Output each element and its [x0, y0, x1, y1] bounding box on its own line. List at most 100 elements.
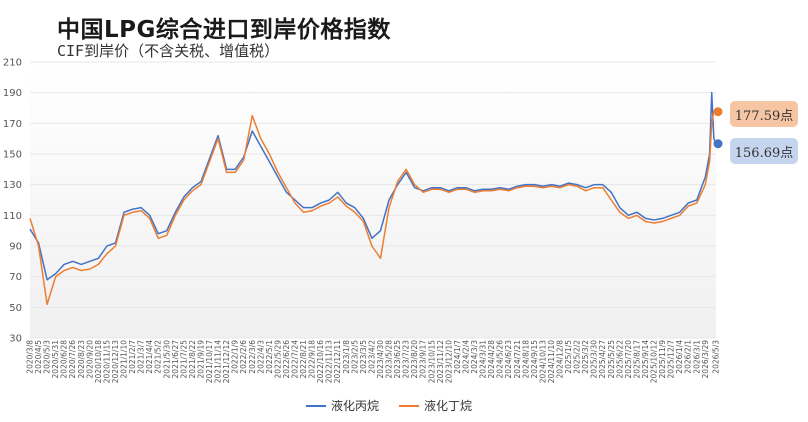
plot-area	[30, 62, 716, 338]
x-tick-label: 2022/12/11	[333, 340, 342, 383]
x-tick-label: 2024/10/13	[538, 340, 547, 383]
x-tick-label: 2025/9/14	[641, 340, 650, 379]
y-tick-label: 70	[9, 272, 22, 283]
x-tick-label: 2024/3/3	[470, 340, 479, 374]
chart-subtitle: CIF到岸价（不含关税、增值税）	[57, 42, 280, 60]
x-tick-label: 2023/5/28	[385, 340, 394, 379]
butane-value-callout: 177.59点	[730, 101, 798, 127]
x-tick-label: 2025/2/2	[573, 340, 582, 374]
x-tick-label: 2024/1/7	[453, 340, 462, 374]
x-tick-label: 2024/3/31	[479, 340, 488, 379]
x-tick-label: 2025/1/5	[564, 340, 573, 374]
x-tick-label: 2021/9/19	[196, 340, 205, 379]
x-tick-label: 2020/11/15	[102, 340, 111, 383]
x-tick-label: 2024/11/10	[547, 340, 556, 383]
x-tick-label: 2021/12/12	[222, 340, 231, 383]
x-tick-label: 2024/9/15	[530, 340, 539, 379]
chart-title: 中国LPG综合进口到岸价格指数	[57, 17, 391, 43]
x-tick-label: 2023/7/23	[402, 340, 411, 379]
x-tick-label: 2025/10/12	[650, 340, 659, 383]
x-tick-label: 2022/4/3	[256, 340, 265, 374]
x-tick-label: 2021/2/7	[128, 340, 137, 374]
x-tick-label: 2021/6/27	[171, 340, 180, 379]
x-tick-label: 2020/8/23	[77, 340, 86, 379]
x-tick-label: 2020/4/5	[34, 340, 43, 374]
x-tick-label: 2026/1/4	[675, 340, 684, 374]
y-tick-label: 90	[9, 242, 22, 253]
y-tick-label: 170	[3, 119, 22, 130]
last-point-marker-butane	[713, 107, 723, 117]
propane-value-callout: 156.69点	[730, 138, 798, 164]
x-tick-label: 2023/10/15	[427, 340, 436, 383]
x-tick-label: 2022/8/21	[299, 340, 308, 379]
x-tick-label: 2025/4/27	[598, 340, 607, 379]
x-tick-label: 2023/9/17	[419, 340, 428, 379]
legend-swatch-propane	[306, 404, 326, 407]
x-tick-label: 2024/7/21	[513, 340, 522, 379]
y-tick-label: 210	[3, 58, 22, 69]
last-point-marker-propane	[713, 139, 723, 149]
x-tick-label: 2021/7/25	[179, 340, 188, 379]
x-tick-label: 2020/9/20	[85, 340, 94, 379]
x-tick-label: 2023/4/30	[376, 340, 385, 379]
x-tick-label: 2026/3/1	[692, 340, 701, 374]
x-tick-label: 2023/6/25	[393, 340, 402, 379]
series-line-propane	[29, 91, 717, 281]
x-tick-label: 2022/5/1	[265, 340, 274, 374]
x-tick-label: 2021/3/7	[137, 340, 146, 374]
x-tick-label: 2023/8/20	[410, 340, 419, 379]
x-tick-label: 2023/4/2	[367, 340, 376, 374]
x-tick-label: 2025/6/22	[615, 340, 624, 379]
x-tick-label: 2025/5/25	[607, 340, 616, 379]
x-tick-label: 2020/10/18	[94, 340, 103, 383]
x-tick-label: 2020/5/3	[43, 340, 52, 374]
x-tick-label: 2022/11/13	[325, 340, 334, 383]
x-tick-label: 2023/11/12	[436, 340, 445, 383]
y-tick-label: 130	[3, 180, 22, 191]
x-tick-label: 2021/1/10	[120, 340, 129, 379]
legend: 液化丙烷 液化丁烷	[306, 397, 472, 414]
legend-label-butane: 液化丁烷	[424, 399, 473, 413]
x-tick-label: 2023/12/10	[444, 340, 453, 383]
legend-swatch-butane	[399, 404, 420, 407]
x-tick-label: 2024/5/26	[496, 340, 505, 379]
x-tick-label: 2025/7/20	[624, 340, 633, 379]
x-tick-label: 2026/2/1	[684, 340, 693, 374]
x-tick-label: 2025/8/17	[632, 340, 641, 379]
x-tick-label: 2021/5/30	[162, 340, 171, 379]
x-tick-label: 2022/6/26	[282, 340, 291, 379]
x-tick-label: 2023/3/5	[359, 340, 368, 374]
x-tick-label: 2020/3/8	[26, 340, 35, 374]
x-tick-label: 2021/11/14	[214, 340, 223, 383]
x-tick-label: 2020/12/13	[111, 340, 120, 383]
x-tick-label: 2022/5/29	[273, 340, 282, 379]
x-tick-label: 2026/3/29	[701, 340, 710, 379]
x-tick-label: 2021/5/2	[154, 340, 163, 374]
y-tick-label: 110	[3, 211, 22, 222]
x-tick-label: 2021/10/17	[205, 340, 214, 383]
y-tick-label: 30	[9, 334, 22, 345]
x-tick-label: 2022/10/16	[316, 340, 325, 383]
series-line-butane	[29, 110, 717, 306]
x-tick-label: 2024/6/23	[504, 340, 513, 379]
x-tick-label: 2022/1/9	[231, 340, 240, 374]
x-tick-label: 2025/3/2	[581, 340, 590, 374]
x-tick-label: 2022/2/6	[239, 340, 248, 374]
x-tick-label: 2025/11/9	[658, 340, 667, 379]
x-tick-label: 2026/5/3	[712, 340, 721, 374]
legend-label-propane: 液化丙烷	[331, 399, 380, 413]
x-tick-label: 2024/4/28	[487, 340, 496, 379]
x-tick-label: 2022/9/18	[308, 340, 317, 379]
y-tick-label: 190	[3, 88, 22, 99]
y-tick-label: 50	[9, 303, 22, 314]
x-tick-label: 2024/2/4	[461, 340, 470, 374]
x-tick-label: 2024/8/18	[521, 340, 530, 379]
x-tick-label: 2020/6/28	[60, 340, 69, 379]
x-tick-label: 2022/3/6	[248, 340, 257, 374]
x-tick-label: 2022/7/24	[290, 340, 299, 379]
x-tick-label: 2021/4/4	[145, 340, 154, 374]
x-tick-label: 2020/5/31	[51, 340, 60, 379]
legend-item-butane: 液化丁烷	[399, 397, 472, 414]
x-tick-label: 2023/1/8	[342, 340, 351, 374]
